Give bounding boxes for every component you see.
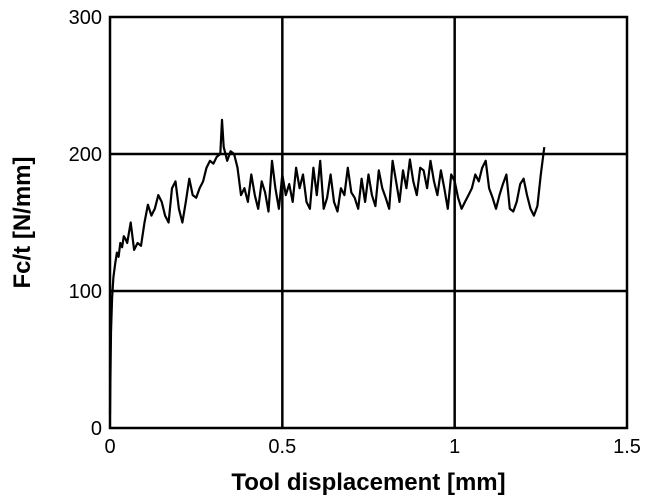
y-axis-label: Fc/t [N/mm] bbox=[9, 157, 36, 289]
y-tick-label: 200 bbox=[69, 144, 102, 166]
x-tick-label: 1 bbox=[449, 436, 460, 458]
x-tick-label: 1.5 bbox=[613, 436, 641, 458]
y-tick-label: 300 bbox=[69, 7, 102, 29]
x-tick-label: 0 bbox=[104, 436, 115, 458]
series-line bbox=[108, 118, 546, 415]
tick-layer: 0 0.5 1 1.5 0 100 200 300 bbox=[69, 7, 641, 458]
y-tick-label: 100 bbox=[69, 281, 102, 303]
x-axis-label: Tool displacement [mm] bbox=[231, 469, 505, 496]
series-layer bbox=[108, 118, 546, 415]
x-tick-label: 0.5 bbox=[268, 436, 296, 458]
plot-frame bbox=[108, 15, 629, 430]
grid-layer bbox=[110, 17, 627, 428]
y-tick-label: 0 bbox=[91, 418, 102, 440]
